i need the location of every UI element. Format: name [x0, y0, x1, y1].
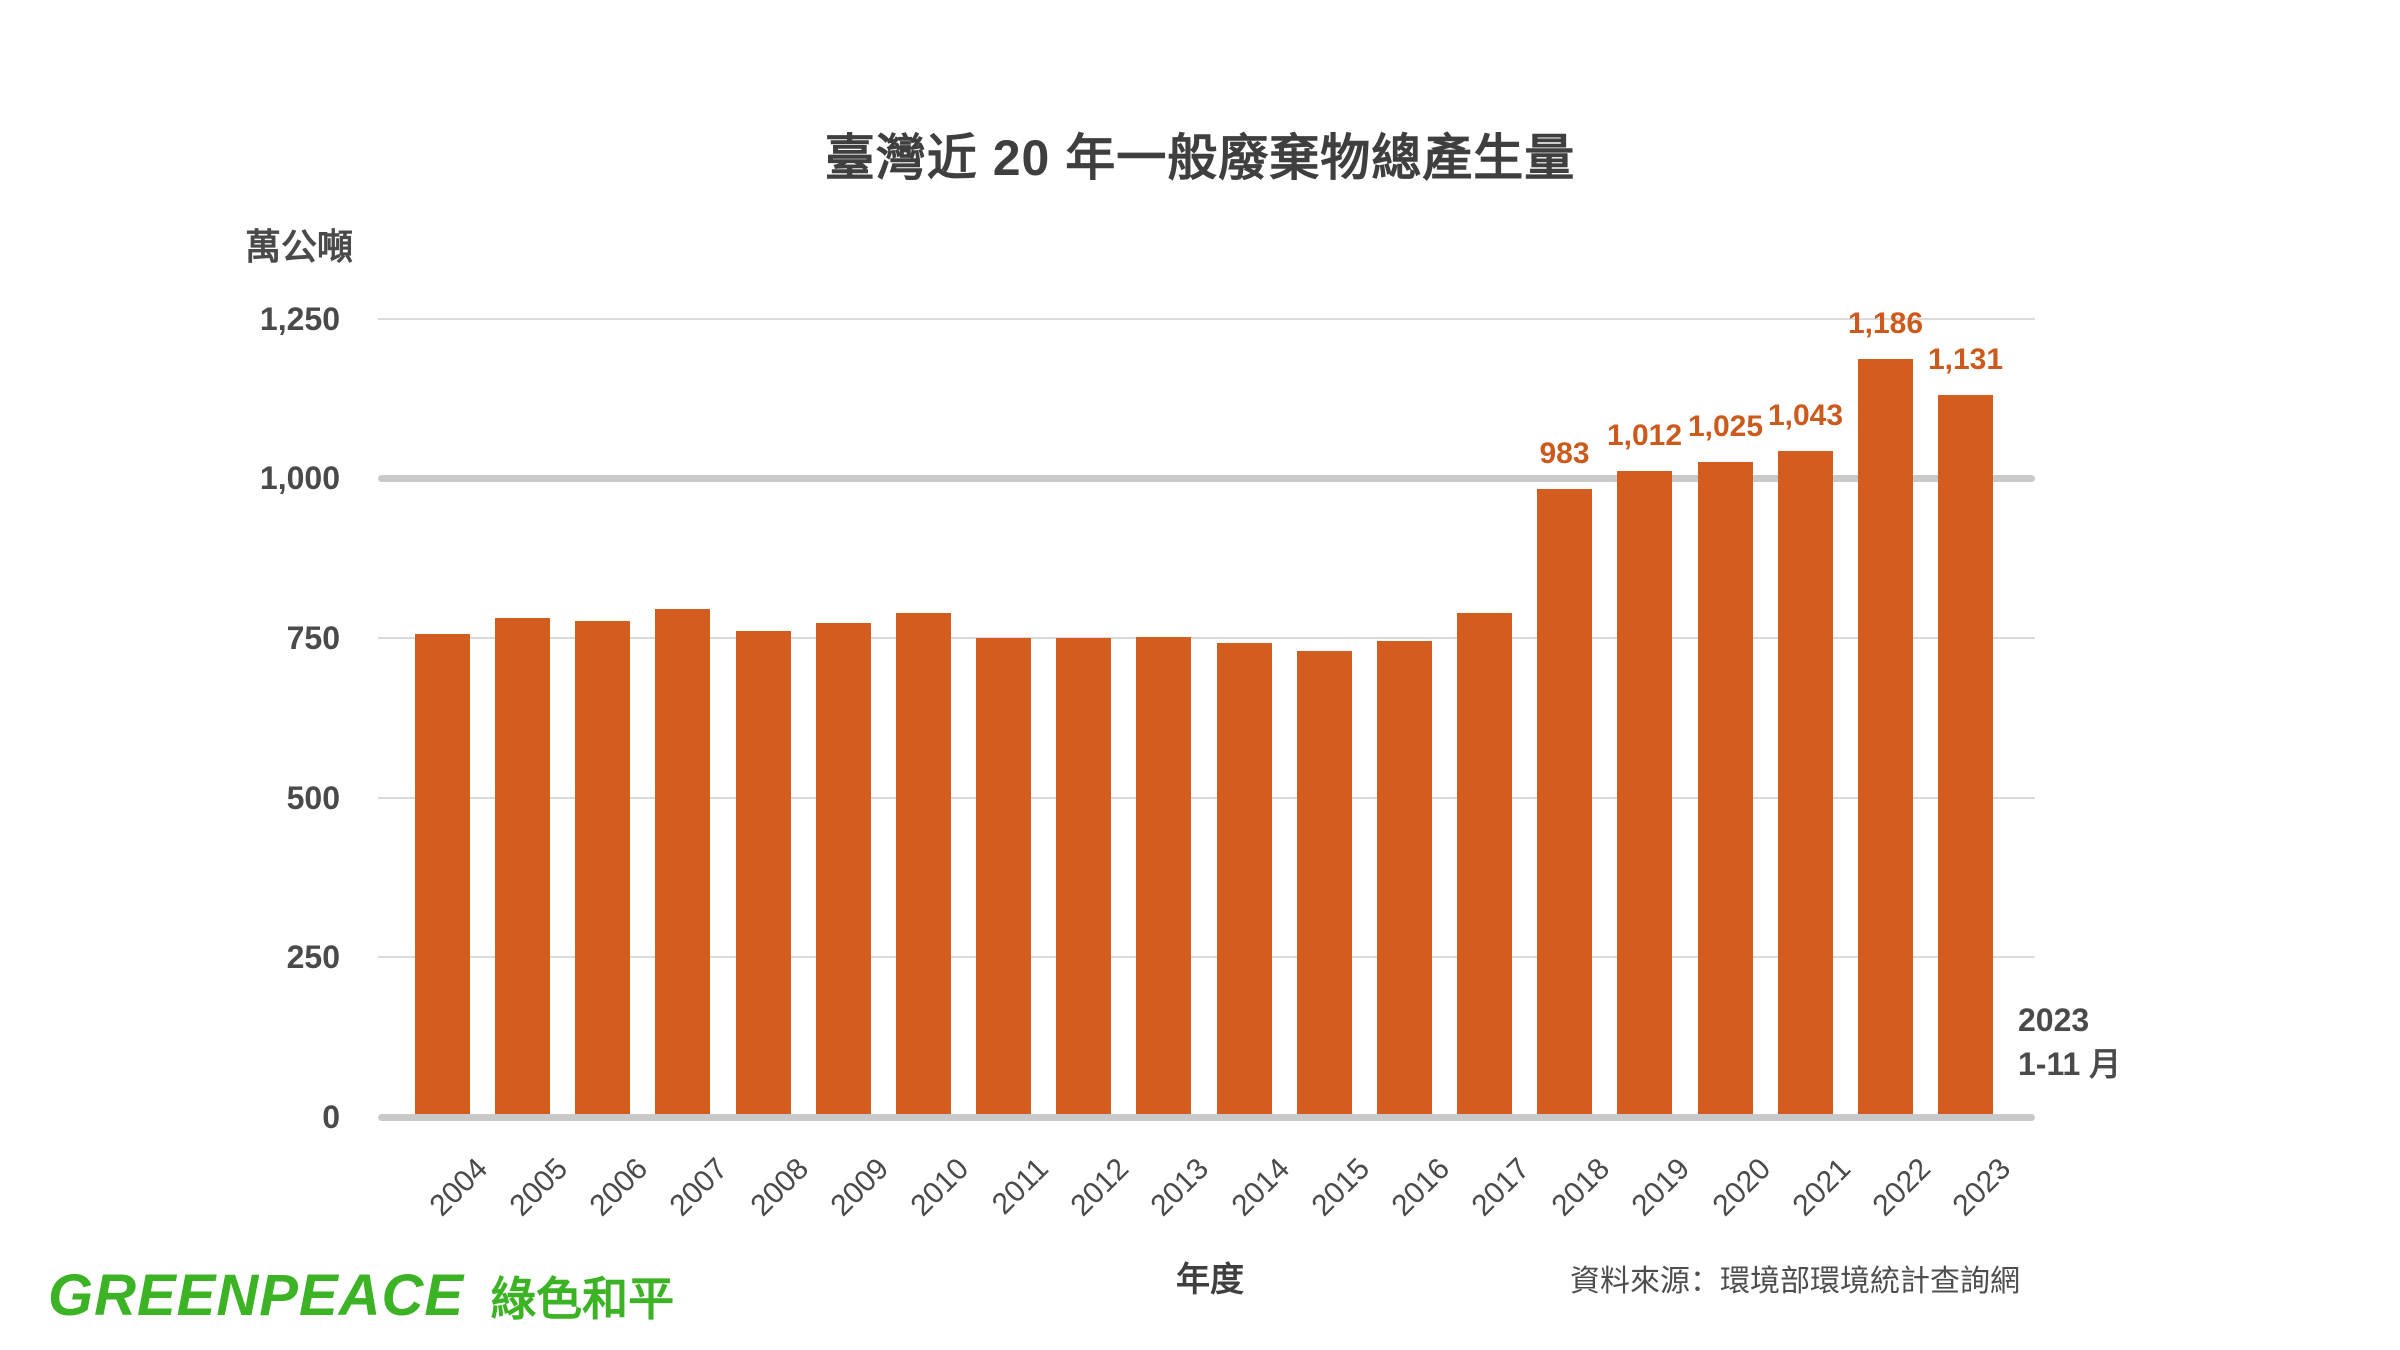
bar-2005: [495, 618, 550, 1117]
bar-2014: [1217, 643, 1272, 1117]
bar-2018: [1537, 489, 1592, 1117]
x-tick-label-2019: 2019: [1625, 1152, 1696, 1223]
x-tick-label-2022: 2022: [1866, 1152, 1937, 1223]
y-tick-label-0: 0: [322, 1099, 340, 1135]
bar-2009: [816, 623, 871, 1117]
x-tick-label-2012: 2012: [1064, 1152, 1135, 1223]
y-axis-unit-label: 萬公噸: [245, 226, 354, 267]
x-tick-label-2006: 2006: [583, 1152, 654, 1223]
annotation-line-1: 2023: [2018, 1002, 2090, 1038]
bar-value-label-2020: 1,025: [1687, 410, 1764, 443]
y-tick-label-500: 500: [286, 779, 340, 816]
bar-2023: [1938, 395, 1993, 1117]
x-tick-label-2015: 2015: [1305, 1152, 1376, 1223]
gridline-250: [378, 956, 2035, 959]
x-axis-title: 年度: [1176, 1261, 1244, 1299]
bar-2020: [1698, 462, 1753, 1117]
greenpeace-logo-en: GREENPEACE: [48, 1263, 465, 1328]
x-tick-label-2023: 2023: [1946, 1152, 2017, 1223]
x-tick-label-2005: 2005: [503, 1152, 574, 1223]
y-tick-label-1000: 1,000: [259, 460, 340, 497]
bar-value-label-2022: 1,186: [1847, 307, 1924, 340]
gridline-500: [378, 796, 2035, 799]
bar-2012: [1056, 638, 1111, 1117]
bar-2016: [1377, 641, 1432, 1117]
x-tick-label-2013: 2013: [1144, 1152, 1215, 1223]
source-note: 資料來源：環境部環境統計查詢網: [1570, 1265, 2020, 1298]
chart-title: 臺灣近 20 年一般廢棄物總產生量: [824, 130, 1576, 186]
x-tick-label-2011: 2011: [985, 1152, 1055, 1221]
bar-value-label-2018: 983: [1539, 437, 1590, 470]
bar-2021: [1778, 451, 1833, 1117]
x-tick-label-2010: 2010: [904, 1152, 975, 1223]
gridline-1250: [378, 317, 2035, 320]
bar-2011: [976, 638, 1031, 1117]
bar-2008: [736, 631, 791, 1117]
bar-value-label-2021: 1,043: [1767, 399, 1844, 432]
y-tick-label-250: 250: [286, 939, 340, 976]
bar-2004: [415, 634, 470, 1117]
bar-2022: [1858, 359, 1913, 1117]
greenpeace-logo: GREENPEACE 綠色和平: [48, 1262, 674, 1329]
bar-2019: [1617, 471, 1672, 1117]
x-axis-baseline: [378, 1113, 2035, 1121]
gridline-1000: [378, 474, 2035, 482]
gridline-750: [378, 636, 2035, 639]
greenpeace-logo-zh: 綠色和平: [490, 1273, 675, 1325]
bar-2015: [1297, 651, 1352, 1117]
x-tick-label-2007: 2007: [663, 1152, 734, 1223]
x-tick-label-2020: 2020: [1706, 1152, 1777, 1223]
annotation-line-2: 1-11 月: [2018, 1046, 2122, 1082]
x-tick-label-2021: 2021: [1786, 1152, 1857, 1223]
x-tick-label-2016: 2016: [1385, 1152, 1456, 1223]
bar-value-label-2019: 1,012: [1606, 419, 1683, 452]
x-tick-label-2014: 2014: [1225, 1152, 1296, 1223]
bar-2013: [1136, 637, 1191, 1117]
bar-2006: [575, 621, 630, 1117]
bar-2010: [896, 613, 951, 1117]
x-tick-label-2004: 2004: [423, 1152, 494, 1223]
x-tick-label-2018: 2018: [1545, 1152, 1616, 1223]
x-tick-label-2017: 2017: [1465, 1152, 1536, 1223]
x-tick-label-2008: 2008: [744, 1152, 815, 1223]
y-tick-label-1250: 1,250: [259, 300, 340, 337]
bar-value-label-2023: 1,131: [1927, 343, 2004, 376]
last-bar-annotation: 2023 1-11 月: [2018, 998, 2121, 1086]
bar-2007: [655, 609, 710, 1117]
bar-2017: [1457, 613, 1512, 1117]
y-tick-label-750: 750: [286, 619, 340, 656]
x-tick-label-2009: 2009: [824, 1152, 895, 1223]
